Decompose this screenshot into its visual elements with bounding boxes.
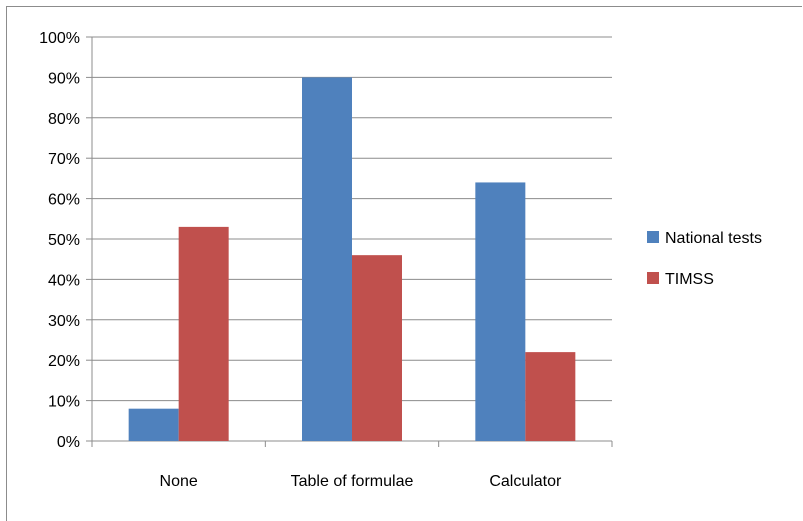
bar-national-tests-none [128,408,179,441]
y-tick-label: 20% [48,353,80,370]
y-tick-label: 60% [48,192,80,209]
legend-label: National tests [665,230,762,247]
bar-timss-table-of-formulae [352,255,402,441]
x-tick-label: Table of formulae [291,473,414,490]
y-tick-label: 50% [48,232,80,249]
y-tick-label: 100% [39,30,80,47]
legend: National tests TIMSS [647,230,762,288]
y-tick-label: 40% [48,272,80,289]
y-tick-label: 70% [48,151,80,168]
legend-swatch [647,272,659,284]
x-tick-label: None [160,473,198,490]
chart-frame [6,6,802,521]
y-tick-label: 80% [48,111,80,128]
legend-swatch [647,231,659,243]
bar-timss-calculator [525,352,576,441]
y-tick-label: 90% [48,70,80,87]
bar-national-tests-calculator [475,182,526,441]
x-tick-labels: None Table of formulae Calculator [160,473,562,490]
y-tick-labels: 0% 10% 20% 30% 40% 50% 60% 70% 80% 90% 100% [39,30,80,451]
y-tick-label: 30% [48,313,80,330]
y-tick-label: 0% [57,434,80,451]
bar-timss-none [178,226,229,441]
legend-label: TIMSS [665,271,714,288]
bars [128,77,576,442]
y-tick-label: 10% [48,394,80,411]
bar-national-tests-table-of-formulae [302,77,352,442]
x-tick-label: Calculator [489,473,562,490]
